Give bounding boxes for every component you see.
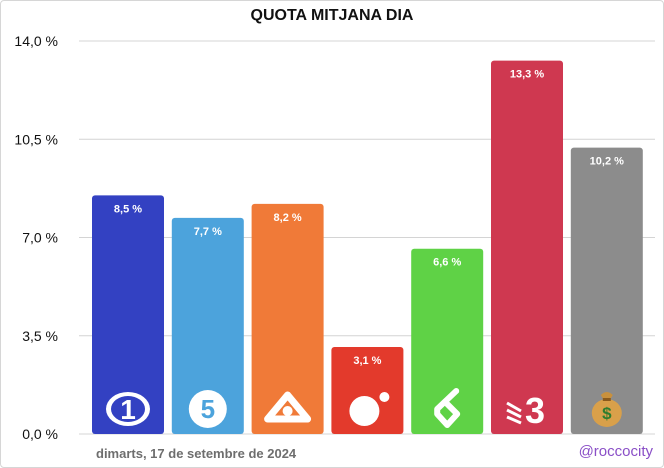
bar-tv3 [491,60,563,435]
bar-value-label: 13,3 % [510,69,544,81]
bar-money-bag [570,147,643,434]
bar-lasexta [411,248,484,434]
bar-value-label: 8,2 % [274,212,302,224]
bar-value-label: 8,5 % [114,203,142,215]
cuatro-logo [349,392,390,426]
chart-title: QUOTA MITJANA DIA [250,7,414,24]
telecinco-logo: 5 [188,390,227,428]
bars [92,60,643,435]
y-tick-label: 10,5 % [14,131,58,147]
bar-value-label: 6,6 % [433,257,461,269]
bar-value-label: 3,1 % [353,355,381,367]
bar-cuatro [331,346,404,434]
bar-antena3 [251,203,324,434]
bar-la1 [92,195,164,434]
la1-logo: 1 [106,392,150,426]
antena3-logo [264,391,312,423]
y-tick-label: 0,0 % [22,426,58,442]
channel-icons: 1 5 3 $ [106,388,622,431]
y-axis-ticks: 0,0 % 3,5 % 7,0 % 10,5 % 14,0 % [14,33,58,442]
bar-value-label: 7,7 % [194,226,222,238]
y-tick-label: 14,0 % [14,33,58,49]
bar-telecinco [171,217,244,434]
svg-text:$: $ [602,404,612,423]
y-tick-label: 3,5 % [22,328,58,344]
svg-text:1: 1 [120,394,136,425]
footer-date: dimarts, 17 de setembre de 2024 [96,446,297,461]
lasexta-logo [434,388,461,428]
money-bag-icon: $ [591,392,622,427]
bar-value-labels: 8,5 % 7,7 % 8,2 % 3,1 % 6,6 % 13,3 % 10,2 % [114,69,624,367]
bar-value-label: 10,2 % [590,156,624,168]
svg-text:3: 3 [525,390,545,431]
svg-text:5: 5 [201,394,215,424]
y-tick-label: 7,0 % [22,230,58,246]
footer-credit: @roccocity [578,443,653,460]
tv3-logo: 3 [506,390,545,431]
